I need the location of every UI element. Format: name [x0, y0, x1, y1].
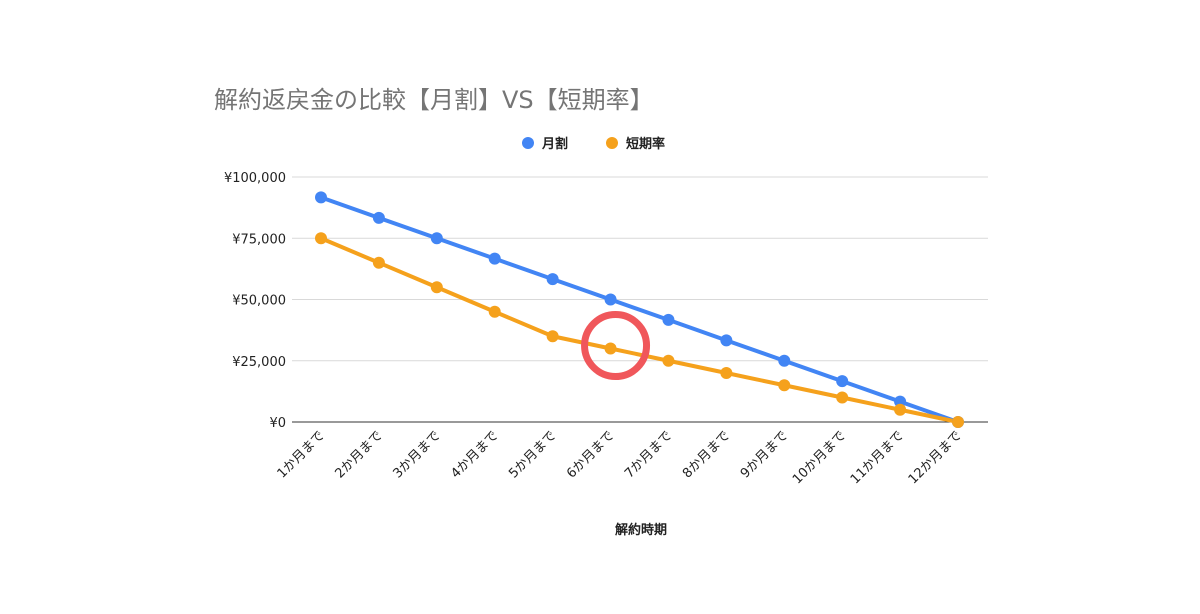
series-line-1 — [319, 195, 960, 424]
x-tick-label: 10か月まで — [790, 428, 849, 487]
data-point-series-1 — [488, 252, 501, 265]
data-point-series-2 — [315, 232, 327, 245]
x-tick-label: 1か月まで — [275, 428, 328, 481]
x-tick-label: 11か月まで — [848, 428, 907, 487]
data-point-series-1 — [604, 293, 617, 306]
y-axis-ticks: ¥0 ¥25,000 ¥50,000 ¥75,000 ¥100,000 — [224, 171, 286, 431]
x-axis-label: 解約時期 — [614, 522, 667, 538]
y-tick-label: ¥50,000 — [232, 294, 286, 309]
data-point-series-2 — [662, 354, 675, 367]
legend-marker-series-2 — [606, 137, 618, 149]
data-point-series-2 — [430, 281, 443, 294]
x-tick-label: 4か月まで — [448, 428, 501, 481]
data-point-series-2 — [488, 305, 501, 318]
y-tick-label: ¥75,000 — [232, 232, 286, 247]
data-point-series-1 — [662, 313, 675, 326]
x-tick-label: 6か月まで — [564, 428, 617, 481]
x-tick-label: 2か月まで — [333, 428, 386, 481]
data-point-series-2 — [720, 367, 733, 379]
series — [315, 191, 964, 428]
x-tick-label: 12か月まで — [906, 428, 965, 487]
data-point-series-1 — [315, 191, 327, 204]
x-tick-label: 3か月まで — [390, 428, 443, 481]
highlight-circle — [581, 311, 651, 380]
data-point-series-2 — [836, 391, 849, 404]
legend-item-series-1: 月割 — [522, 136, 568, 152]
series-line-2 — [319, 236, 960, 424]
data-point-series-2 — [546, 330, 559, 343]
data-point-series-1 — [546, 273, 559, 286]
y-tick-label: ¥100,000 — [224, 171, 286, 186]
data-point-series-1 — [720, 334, 733, 347]
chart-title: 解約返戻金の比較【月割】VS【短期率】 — [214, 86, 654, 114]
x-tick-label: 9か月まで — [738, 428, 791, 481]
x-tick-label: 7か月まで — [622, 428, 675, 481]
x-tick-label: 5か月まで — [506, 428, 559, 481]
legend-label-series-1: 月割 — [541, 136, 568, 152]
data-point-series-1 — [372, 211, 385, 224]
gridlines — [292, 176, 988, 423]
data-point-series-2 — [952, 416, 964, 428]
data-point-series-2 — [894, 403, 907, 416]
y-tick-label: ¥0 — [269, 416, 286, 431]
y-tick-label: ¥25,000 — [232, 355, 286, 370]
legend: 月割 短期率 — [522, 136, 665, 152]
data-point-series-2 — [778, 379, 791, 392]
legend-marker-series-1 — [522, 137, 534, 149]
data-point-series-2 — [372, 256, 385, 269]
data-point-series-1 — [430, 232, 443, 245]
data-point-series-1 — [836, 375, 849, 388]
x-tick-label: 8か月まで — [680, 428, 733, 481]
data-point-series-1 — [778, 354, 791, 367]
legend-label-series-2: 短期率 — [626, 136, 665, 152]
legend-item-series-2: 短期率 — [606, 136, 665, 152]
data-point-series-2 — [604, 342, 617, 355]
x-axis-ticks: 1か月まで 2か月まで 3か月まで 4か月まで 5か月まで 6か月まで 7か月まで 8か月まで… — [275, 428, 965, 487]
annotations — [581, 311, 651, 380]
